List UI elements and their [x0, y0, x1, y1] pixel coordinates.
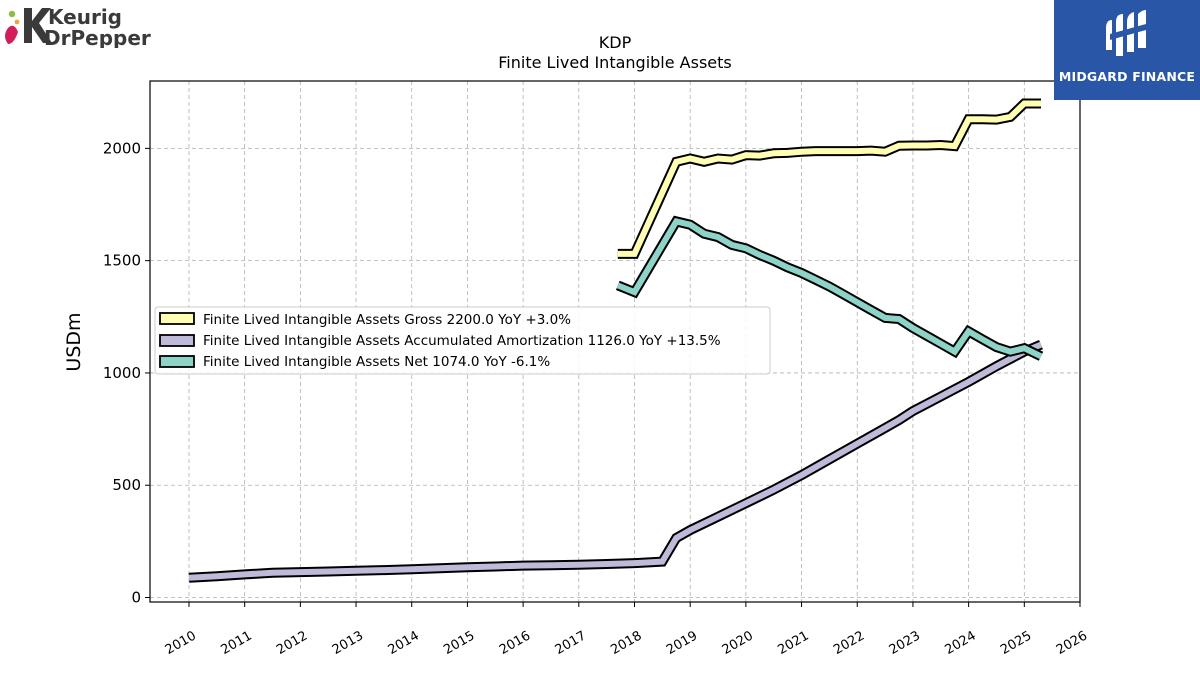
y-tick-label: 1000: [103, 364, 141, 382]
midgard-finance-logo: MIDGARD FINANCE: [1054, 0, 1200, 100]
x-tick-label: 2019: [664, 628, 700, 658]
x-tick-label: 2026: [1054, 628, 1090, 658]
series-line-0: [617, 100, 1041, 257]
x-tick-label: 2017: [553, 628, 589, 658]
y-tick-label: 500: [112, 476, 141, 494]
legend-swatch-gross: [159, 312, 195, 325]
x-tick-label: 2025: [998, 628, 1034, 658]
x-tick-label: 2018: [608, 628, 644, 658]
y-axis-ticks: 0 500 1000 1500 2000: [103, 139, 150, 607]
series-line-2: [616, 217, 1043, 359]
chart-title: KDP: [599, 33, 632, 52]
y-tick-label: 0: [131, 589, 141, 607]
legend-label-gross: Finite Lived Intangible Assets Gross 220…: [203, 312, 571, 328]
series-outline-0: [617, 98, 1041, 259]
plot-frame: [149, 80, 1081, 603]
x-tick-label: 2023: [887, 628, 923, 658]
legend: Finite Lived Intangible Assets Gross 220…: [154, 306, 771, 375]
legend-swatch-amortization: [159, 334, 195, 347]
midgard-finance-wordmark: MIDGARD FINANCE: [1058, 69, 1196, 84]
series-lines: [188, 98, 1044, 583]
legend-label-amortization: Finite Lived Intangible Assets Accumulat…: [203, 333, 721, 349]
x-tick-label: 2020: [720, 628, 756, 658]
series-line-1: [188, 341, 1043, 581]
y-tick-label: 2000: [103, 139, 141, 157]
x-tick-label: 2015: [441, 628, 477, 658]
x-tick-label: 2010: [163, 628, 199, 658]
x-axis-ticks: 2010 2011 2012 2013 2014 2015 2016 2017 2018 2019…: [163, 602, 1090, 658]
legend-swatch-net: [159, 355, 195, 368]
y-axis-label: USDm: [63, 312, 85, 371]
legend-box: [154, 306, 771, 375]
keurig-dr-pepper-logo: Keurig DrPepper: [4, 4, 154, 50]
chart-subtitle: Finite Lived Intangible Assets: [498, 53, 731, 72]
x-tick-label: 2011: [219, 628, 255, 658]
svg-text:DrPepper: DrPepper: [44, 26, 151, 48]
x-tick-label: 2012: [274, 628, 310, 658]
legend-label-net: Finite Lived Intangible Assets Net 1074.…: [203, 354, 550, 370]
x-tick-label: 2022: [831, 628, 867, 658]
svg-text:Keurig: Keurig: [48, 5, 122, 29]
x-tick-label: 2024: [942, 628, 978, 658]
y-tick-label: 1500: [103, 252, 141, 270]
x-tick-label: 2021: [775, 628, 811, 658]
x-tick-label: 2013: [330, 628, 366, 658]
x-tick-label: 2016: [497, 628, 533, 658]
midgard-emblem-icon: [1106, 10, 1146, 56]
x-tick-label: 2014: [386, 628, 422, 658]
